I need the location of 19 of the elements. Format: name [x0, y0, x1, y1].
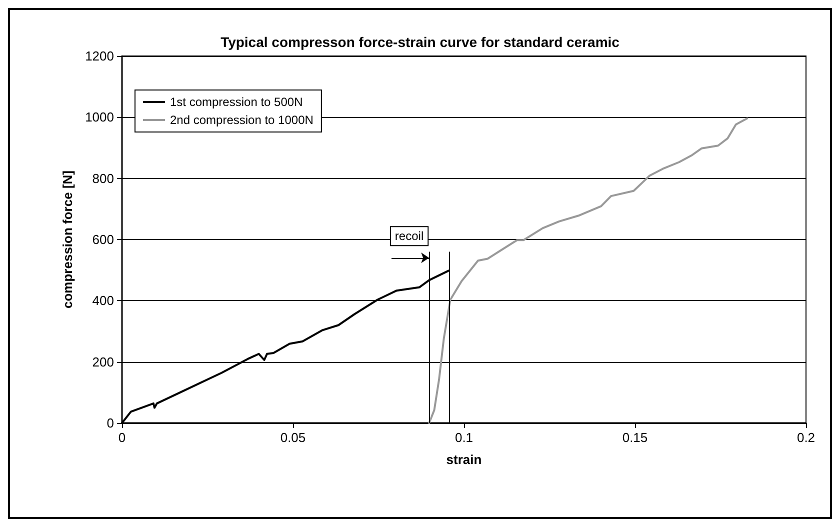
- x-tick-label: 0: [118, 430, 126, 445]
- x-tick-label: 0.05: [280, 430, 306, 445]
- x-tick-label: 0.1: [454, 430, 474, 445]
- legend-label: 2nd compression to 1000N: [170, 113, 314, 127]
- x-tick-label: 0.2: [796, 430, 816, 445]
- y-tick-label: 800: [92, 170, 114, 186]
- annotation: recoil: [394, 229, 424, 244]
- y-tick-label: 0: [106, 416, 114, 430]
- y-tick-label: 600: [92, 232, 114, 247]
- y-tick-label: 200: [92, 354, 114, 370]
- y-axis-title: compression force [N]: [60, 170, 75, 308]
- y-tick-label: 1200: [85, 48, 114, 64]
- y-tick-label: 1000: [85, 110, 114, 125]
- chart-title: Typical compresson force-strain curve for standard ceramic: [220, 34, 620, 50]
- x-tick-label: 0.15: [622, 430, 648, 445]
- line-series: [428, 117, 748, 424]
- legend-label: 1st compression to 500N: [170, 95, 303, 109]
- y-tick-label: 400: [92, 293, 114, 308]
- x-axis-title: strain: [446, 452, 482, 467]
